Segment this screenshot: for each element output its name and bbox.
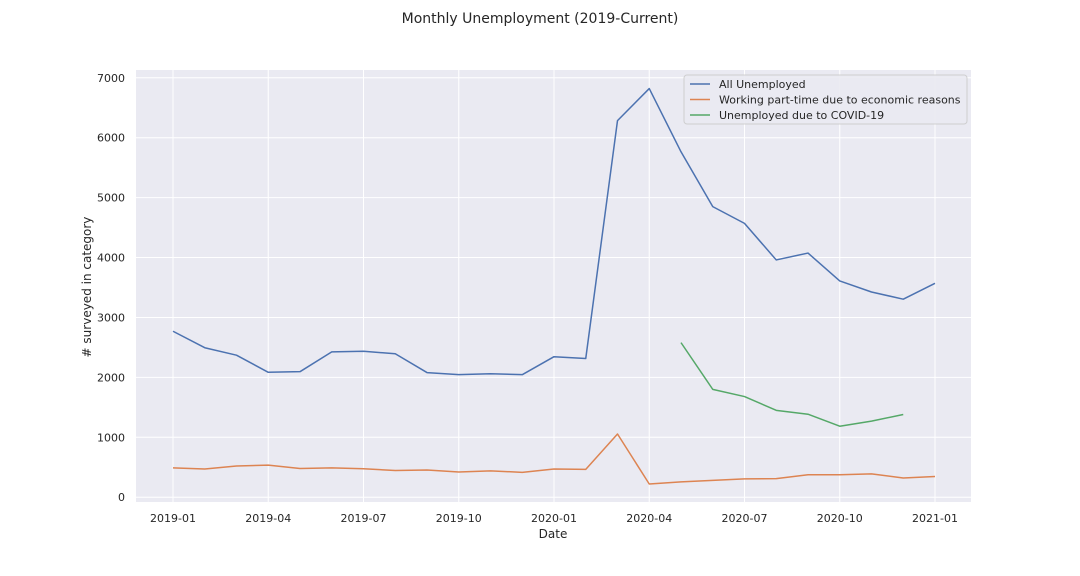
x-tick-label: 2020-07 [722, 512, 768, 525]
x-tick-label: 2019-10 [436, 512, 482, 525]
series-line-unemployed-due-to-covid-19 [680, 342, 904, 427]
legend-label: All Unemployed [719, 78, 806, 91]
x-axis: 2019-01 2019-04 2019-07 2019-10 2020-01 2020-… [150, 512, 958, 525]
series-line-working-part-time-due-to-economic-reasons [172, 433, 936, 485]
y-tick-label: 0 [118, 491, 125, 504]
legend: All Unemployed Working part-time due to e… [683, 74, 968, 125]
grid-lines [136, 70, 971, 502]
y-tick-label: 7000 [97, 72, 125, 85]
x-tick-label: 2019-07 [341, 512, 387, 525]
x-tick-label: 2021-01 [912, 512, 958, 525]
y-tick-label: 4000 [97, 252, 125, 265]
legend-box [683, 74, 968, 125]
y-axis: 0 1000 2000 3000 4000 5000 6000 7000 [97, 72, 125, 504]
x-tick-label: 2019-01 [150, 512, 196, 525]
legend-label: Unemployed due to COVID-19 [719, 109, 884, 122]
y-tick-label: 3000 [97, 311, 125, 324]
x-tick-label: 2019-04 [245, 512, 291, 525]
x-tick-label: 2020-01 [531, 512, 577, 525]
y-tick-label: 6000 [97, 132, 125, 145]
chart-title: Monthly Unemployment (2019-Current) [402, 11, 679, 27]
x-tick-label: 2020-10 [817, 512, 863, 525]
y-tick-label: 2000 [97, 371, 125, 384]
series-line-all-unemployed [172, 87, 936, 376]
y-axis-label: # surveyed in category [80, 217, 94, 358]
x-axis-label: Date [539, 527, 568, 541]
legend-label: Working part-time due to economic reason… [719, 94, 961, 107]
x-tick-label: 2020-04 [626, 512, 672, 525]
y-tick-label: 1000 [97, 431, 125, 444]
y-tick-label: 5000 [97, 192, 125, 205]
series-lines [172, 87, 936, 485]
